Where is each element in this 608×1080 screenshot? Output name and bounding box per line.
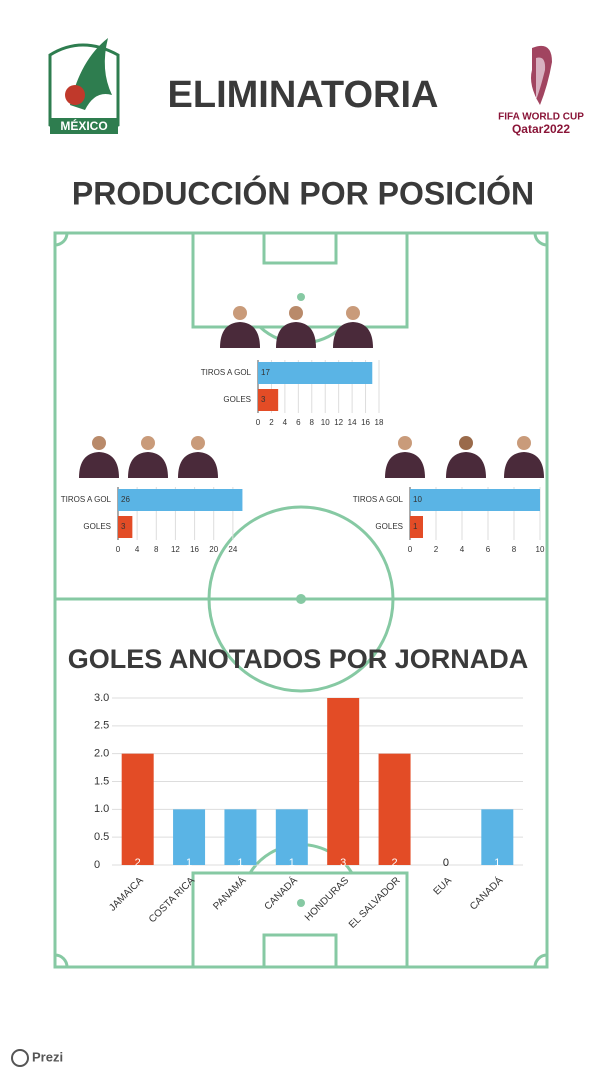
x-tick-label: CANADÁ [467, 874, 506, 913]
bar [410, 516, 423, 538]
y-tick-label: 0.5 [94, 831, 109, 843]
x-tick-label: 2 [269, 418, 274, 427]
bar [224, 809, 257, 865]
value-label: 1 [413, 522, 418, 531]
bar [410, 489, 540, 511]
y-tick-label: 3.0 [94, 692, 109, 704]
bar [258, 389, 279, 411]
x-tick-label: 16 [361, 418, 370, 427]
x-tick-label: COSTA RICA [147, 875, 197, 925]
value-label: 3 [261, 395, 266, 404]
x-tick-label: 6 [486, 545, 491, 554]
x-tick-label: CANADÁ [261, 874, 300, 913]
x-tick-label: 0 [116, 545, 121, 554]
cup-logo: FIFA WORLD CUP Qatar2022 [498, 45, 584, 136]
x-tick-label: 16 [190, 545, 199, 554]
footer-brand: Prezi [32, 1049, 63, 1064]
bar [118, 489, 243, 511]
category-label: TIROS A GOL [201, 368, 252, 377]
value-label: 2 [135, 857, 141, 869]
x-tick-label: 4 [135, 545, 140, 554]
y-tick-label: 1.0 [94, 803, 109, 815]
y-tick-label: 0 [94, 859, 100, 871]
x-tick-label: 12 [171, 545, 180, 554]
bar [173, 809, 206, 865]
x-tick-label: 20 [209, 545, 218, 554]
x-tick-label: 4 [460, 545, 465, 554]
x-tick-label: 0 [408, 545, 413, 554]
x-tick-label: 10 [321, 418, 330, 427]
category-label: TIROS A GOL [61, 495, 112, 504]
bar [275, 809, 308, 865]
value-label: 1 [494, 857, 500, 869]
bar [121, 753, 154, 865]
y-tick-label: 1.5 [94, 775, 109, 787]
value-label: 17 [261, 368, 270, 377]
x-tick-label: 8 [512, 545, 517, 554]
x-tick-label: 6 [296, 418, 301, 427]
category-label: GOLES [83, 522, 111, 531]
value-label: 10 [413, 495, 422, 504]
x-tick-label: EUA [432, 875, 455, 898]
category-label: GOLES [375, 522, 403, 531]
x-tick-label: 18 [375, 418, 384, 427]
category-label: GOLES [223, 395, 251, 404]
x-tick-label: PANAMÁ [210, 874, 249, 913]
value-label: 0 [443, 857, 449, 869]
x-tick-label: 2 [434, 545, 439, 554]
value-label: 26 [121, 495, 130, 504]
x-tick-label: 8 [310, 418, 315, 427]
value-label: 1 [186, 857, 192, 869]
crest: MÉXICO [48, 38, 120, 134]
value-label: 3 [340, 857, 346, 869]
crest-text: MÉXICO [60, 118, 107, 133]
x-tick-label: 14 [348, 418, 357, 427]
y-tick-label: 2.5 [94, 720, 109, 732]
x-tick-label: 24 [228, 545, 237, 554]
category-label: TIROS A GOL [353, 495, 404, 504]
x-tick-label: JAMAICA [107, 875, 146, 914]
value-label: 1 [237, 857, 243, 869]
x-tick-label: 12 [334, 418, 343, 427]
value-label: 1 [289, 857, 295, 869]
chart-title: GOLES ANOTADOS POR JORNADA [68, 644, 529, 674]
x-tick-label: 0 [256, 418, 261, 427]
cup-host: Qatar2022 [512, 122, 570, 136]
bar [481, 809, 514, 865]
bar [327, 698, 360, 865]
value-label: 2 [392, 857, 398, 869]
x-tick-label: EL SALVADOR [347, 875, 403, 931]
x-tick-label: 4 [283, 418, 288, 427]
x-tick-label: HONDURAS [303, 875, 351, 923]
brand-icon [11, 1049, 29, 1067]
y-tick-label: 2.0 [94, 748, 109, 760]
page-title: ELIMINATORIA [168, 74, 439, 116]
page-subtitle: PRODUCCIÓN POR POSICIÓN [72, 175, 534, 211]
bar [258, 362, 373, 384]
x-tick-label: 10 [536, 545, 545, 554]
players [79, 306, 544, 478]
value-label: 3 [121, 522, 126, 531]
bar [118, 516, 133, 538]
bar [378, 753, 411, 865]
x-tick-label: 8 [154, 545, 159, 554]
cup-text: FIFA WORLD CUP [498, 112, 584, 123]
